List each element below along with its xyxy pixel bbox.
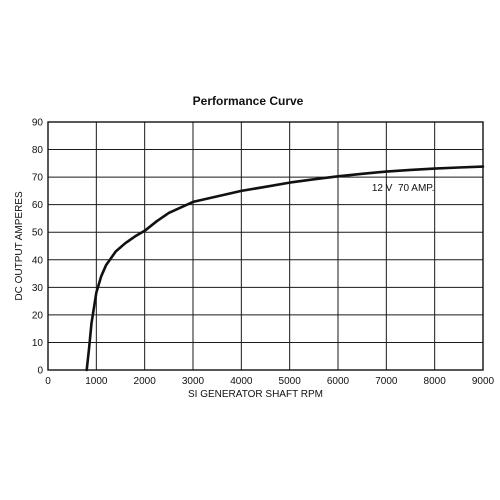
x-tick-label: 4000 [230, 376, 253, 387]
y-tick-label: 80 [32, 145, 44, 156]
grid [48, 122, 483, 370]
curve-annotation: 12 V 70 AMP. [372, 183, 435, 194]
y-tick-label: 50 [32, 228, 44, 239]
x-tick-label: 7000 [375, 376, 398, 387]
y-tick-labels: 0 10 20 30 40 50 60 70 80 90 [32, 118, 44, 377]
y-tick-label: 0 [37, 366, 43, 377]
y-tick-label: 10 [32, 338, 44, 349]
performance-curve-line [85, 165, 485, 372]
y-tick-label: 60 [32, 200, 44, 211]
plot-frame [47, 121, 484, 371]
y-tick-label: 70 [32, 173, 44, 184]
y-tick-label: 90 [32, 118, 44, 129]
x-tick-labels: 0 1000 2000 3000 4000 5000 6000 7000 8000 9000 [45, 376, 494, 387]
x-tick-label: 0 [45, 376, 51, 387]
x-tick-label: 1000 [85, 376, 108, 387]
x-tick-label: 5000 [279, 376, 302, 387]
y-tick-label: 40 [32, 255, 44, 266]
y-tick-label: 20 [32, 310, 44, 321]
chart-title: Performance Curve [193, 94, 304, 108]
y-tick-label: 30 [32, 283, 44, 294]
x-tick-label: 8000 [424, 376, 447, 387]
x-tick-label: 9000 [472, 376, 495, 387]
y-axis-label: DC OUTPUT AMPERES [14, 191, 25, 301]
x-tick-label: 6000 [327, 376, 350, 387]
x-tick-label: 2000 [134, 376, 157, 387]
x-axis-label: SI GENERATOR SHAFT RPM [188, 389, 323, 400]
x-tick-label: 3000 [182, 376, 205, 387]
